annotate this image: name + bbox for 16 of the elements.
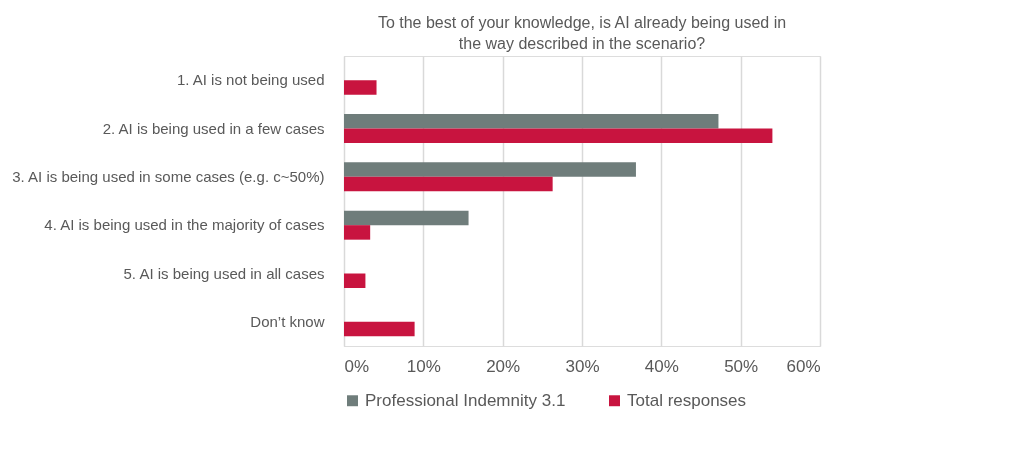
x-tick-label: 30% <box>565 356 600 376</box>
y-tick-label: 1. AI is not being used <box>176 71 325 89</box>
x-tick-label: 0% <box>344 356 370 376</box>
legend-label: Total responses <box>627 390 747 410</box>
y-tick-label: Don’t know <box>250 312 325 330</box>
x-tick-label: 40% <box>644 356 679 376</box>
legend-label: Professional Indemnity 3.1 <box>365 390 566 410</box>
y-tick-label: 2. AI is being used in a few cases <box>102 119 325 137</box>
y-tick-label: 5. AI is being used in all cases <box>123 264 325 282</box>
y-tick-label: 4. AI is being used in the majority of cases <box>44 216 325 234</box>
x-tick-label: 50% <box>724 356 759 376</box>
x-tick-label: 20% <box>486 356 521 376</box>
x-tick-label: 60% <box>786 356 821 376</box>
chart-title: To the best of your knowledge, is AI already being used in the way described in the scenario? <box>377 14 787 52</box>
x-tick-label: 10% <box>406 356 441 376</box>
y-tick-label: 3. AI is being used in some cases (e.g. c~50%) <box>12 167 325 185</box>
